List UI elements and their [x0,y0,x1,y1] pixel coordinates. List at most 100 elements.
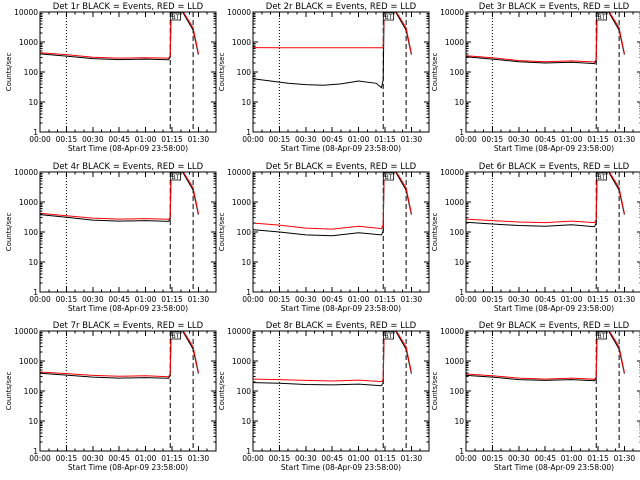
events-series-line [466,331,625,382]
x-axis-label: Start Time (08-Apr-09 23:58:00) [281,463,401,472]
x-tick-label: 00:45 [321,454,343,463]
lld-series-line [40,172,199,220]
x-tick-label: 00:30 [82,135,104,144]
x-tick-label: 00:00 [29,135,51,144]
x-axis-label: Start Time (08-Apr-09 23:58:00) [68,463,188,472]
x-tick-label: 00:45 [534,295,556,304]
y-tick-label: 1000 [232,357,251,366]
x-tick-label: 00:15 [482,135,504,144]
x-tick-label: 00:45 [108,135,130,144]
y-tick-label: 10 [454,98,464,107]
y-tick-label: 100 [450,387,465,396]
x-tick-label: 01:00 [348,295,370,304]
x-tick-label: 00:30 [508,454,530,463]
x-tick-label: 01:00 [561,295,583,304]
x-tick-label: 01:30 [614,454,636,463]
chart-title: Det 8r BLACK = Events, RED = LLD [266,321,417,331]
chart-panel-5: Det 5r BLACK = Events, RED = LLD BT 1 10 100… [218,162,430,313]
x-tick-label: 01:00 [348,135,370,144]
y-tick-label: 10000 [440,327,464,336]
bt-marker-box [383,331,394,340]
y-tick-label: 10 [241,98,251,107]
y-tick-label: 100 [237,387,252,396]
y-tick-label: 10000 [440,168,464,177]
x-tick-label: 01:15 [161,454,183,463]
x-tick-label: 01:30 [401,454,423,463]
y-tick-label: 10 [241,417,251,426]
y-tick-label: 10 [28,417,38,426]
x-tick-label: 00:30 [82,454,104,463]
lld-series-line [253,172,412,230]
y-axis-label: Counts/sec [218,372,226,411]
bt-marker-label: BT [385,174,393,181]
chart-panel-3: Det 3r BLACK = Events, RED = LLD BT 1 10 100… [431,2,640,153]
y-axis-label: Counts/sec [431,213,439,252]
x-tick-label: 00:00 [242,135,264,144]
x-tick-label: 01:00 [561,454,583,463]
y-tick-label: 1 [246,447,251,456]
x-tick-label: 00:15 [56,295,78,304]
x-tick-label: 00:30 [508,135,530,144]
x-tick-label: 00:15 [482,295,504,304]
x-tick-label: 01:00 [561,135,583,144]
y-tick-label: 10000 [14,327,38,336]
events-series-line [253,12,412,89]
y-tick-label: 1 [33,128,38,137]
x-tick-label: 01:00 [135,135,157,144]
bt-marker-label: BT [172,333,180,340]
lld-series-line [40,12,199,59]
chart-panel-6: Det 6r BLACK = Events, RED = LLD BT 1 10 100… [431,162,640,313]
x-tick-label: 00:00 [455,454,477,463]
lld-series-line [253,331,412,383]
x-tick-label: 00:30 [295,135,317,144]
chart-title: Det 4r BLACK = Events, RED = LLD [53,162,204,172]
y-axis-label: Counts/sec [5,213,13,252]
y-tick-label: 1 [246,128,251,137]
x-tick-label: 00:00 [29,454,51,463]
bt-marker-box [383,172,394,181]
x-tick-label: 00:30 [295,295,317,304]
chart-title: Det 1r BLACK = Events, RED = LLD [53,2,204,12]
x-tick-label: 00:45 [534,454,556,463]
lld-series-line [466,12,625,63]
bt-marker-label: BT [598,174,606,181]
y-tick-label: 10000 [440,8,464,17]
y-tick-label: 1 [459,447,464,456]
bt-marker-box [596,331,607,340]
y-tick-label: 10 [28,258,38,267]
y-axis-label: Counts/sec [431,372,439,411]
x-tick-label: 00:45 [534,135,556,144]
x-tick-label: 00:15 [269,295,291,304]
x-tick-label: 01:15 [161,295,183,304]
y-tick-label: 100 [450,68,465,77]
x-tick-label: 00:15 [269,454,291,463]
y-tick-label: 1000 [232,38,251,47]
bt-marker-box [170,12,181,21]
x-tick-label: 01:30 [188,295,210,304]
x-tick-label: 00:00 [242,454,264,463]
x-tick-label: 00:15 [56,454,78,463]
y-tick-label: 1 [246,288,251,297]
x-tick-label: 00:45 [108,295,130,304]
y-tick-label: 1000 [19,198,38,207]
y-tick-label: 10 [454,258,464,267]
x-tick-label: 01:15 [374,454,396,463]
lld-series-line [253,12,412,54]
y-tick-label: 1000 [19,357,38,366]
bt-marker-box [596,172,607,181]
y-tick-label: 10 [454,417,464,426]
x-tick-label: 01:30 [188,454,210,463]
y-tick-label: 100 [24,387,39,396]
chart-panel-1: Det 1r BLACK = Events, RED = LLD BT 1 10 100… [5,2,217,153]
events-series-line [466,172,625,228]
x-axis-label: Start Time (08-Apr-09 23:58:00) [494,144,614,153]
x-tick-label: 00:30 [295,454,317,463]
y-tick-label: 100 [237,68,252,77]
chart-title: Det 6r BLACK = Events, RED = LLD [479,162,630,172]
chart-panel-7: Det 7r BLACK = Events, RED = LLD BT 1 10 100… [5,321,217,472]
y-tick-label: 1 [33,447,38,456]
y-tick-label: 10000 [227,168,251,177]
x-tick-label: 01:00 [135,454,157,463]
y-axis-label: Counts/sec [431,53,439,92]
